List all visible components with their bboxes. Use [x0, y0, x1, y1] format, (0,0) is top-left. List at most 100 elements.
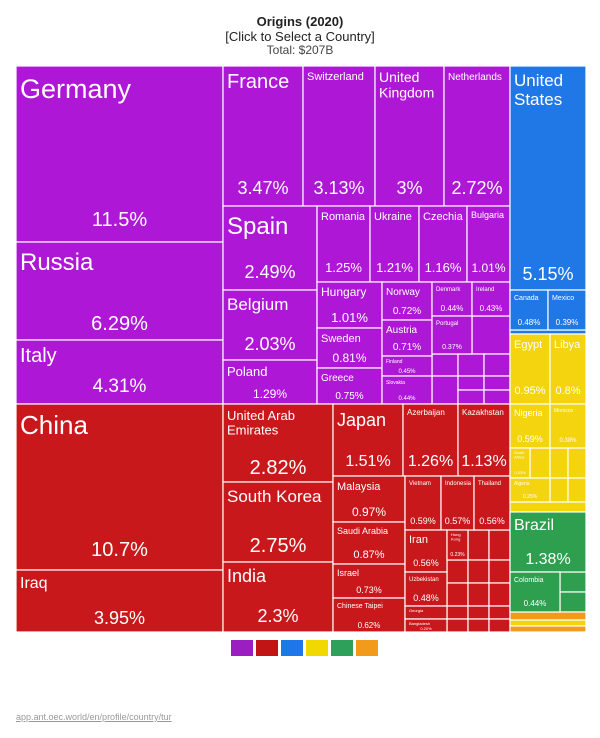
treemap-cell-hong-kong[interactable]: Hong Kong 0.23%	[446, 529, 469, 561]
treemap-rect-israel[interactable]	[332, 563, 406, 599]
treemap-chart[interactable]: Germany 11.5% Russia 6.29% Italy 4.31% France 3…	[16, 66, 586, 632]
treemap-cell-minor-0[interactable]	[467, 529, 490, 561]
treemap-rect-india[interactable]	[222, 561, 334, 632]
treemap-rect-bulgaria[interactable]	[466, 205, 511, 283]
treemap-cell-germany[interactable]: Germany 11.5%	[16, 66, 224, 243]
treemap-cell-morocco[interactable]: Morocco 0.38%	[549, 403, 586, 449]
treemap-rect-denmark[interactable]	[431, 281, 473, 317]
treemap-cell-india[interactable]: India 2.3%	[222, 561, 334, 632]
treemap-cell-minor-11[interactable]	[446, 618, 469, 632]
treemap-cell-netherlands[interactable]: Netherlands 2.72%	[443, 66, 511, 207]
treemap-rect-ireland[interactable]	[471, 281, 511, 317]
treemap-rect-russia[interactable]	[16, 241, 224, 341]
treemap-cell-ireland[interactable]: Ireland 0.43%	[471, 281, 511, 317]
treemap-cell-egypt[interactable]: Egypt 0.95%	[509, 333, 551, 405]
treemap-cell-minor-1[interactable]	[488, 529, 511, 561]
treemap-cell-hungary[interactable]: Hungary 1.01%	[316, 281, 383, 329]
treemap-cell-algeria[interactable]: Algeria 0.25%	[509, 477, 551, 503]
treemap-cell-minor-33[interactable]	[509, 619, 586, 627]
treemap-cell-kazakhstan[interactable]: Kazakhstan 1.13%	[457, 403, 511, 477]
treemap-rect-indonesia[interactable]	[440, 475, 475, 531]
treemap-rect-uzbekistan[interactable]	[404, 571, 448, 607]
treemap-cell-minor-30[interactable]	[559, 571, 586, 593]
treemap-rect-azerbaijan[interactable]	[402, 403, 459, 477]
treemap-cell-minor-14[interactable]	[471, 315, 511, 355]
treemap-cell-malaysia[interactable]: Malaysia 0.97%	[332, 475, 406, 523]
treemap-rect-greece[interactable]	[316, 367, 383, 405]
treemap-cell-minor-31[interactable]	[559, 591, 586, 613]
treemap-cell-minor-25[interactable]	[549, 447, 569, 479]
treemap-cell-azerbaijan[interactable]: Azerbaijan 1.26%	[402, 403, 459, 477]
treemap-cell-poland[interactable]: Poland 1.29%	[222, 359, 318, 405]
treemap-rect-hong-kong[interactable]	[446, 529, 469, 561]
treemap-cell-minor-34[interactable]	[509, 625, 586, 632]
treemap-cell-russia[interactable]: Russia 6.29%	[16, 241, 224, 341]
treemap-cell-minor-22[interactable]	[483, 389, 511, 405]
treemap-cell-minor-3[interactable]	[467, 559, 490, 584]
treemap-cell-mexico[interactable]: Mexico 0.39%	[547, 289, 586, 331]
legend-swatch-oceania[interactable]	[356, 640, 378, 656]
treemap-rect-algeria[interactable]	[509, 477, 551, 503]
treemap-cell-indonesia[interactable]: Indonesia 0.57%	[440, 475, 475, 531]
treemap-cell-united-kingdom[interactable]: United Kingdom 3%	[374, 66, 445, 207]
treemap-cell-minor-12[interactable]	[467, 618, 490, 632]
source-link[interactable]: app.ant.oec.world/en/profile/country/tur	[16, 712, 172, 722]
treemap-cell-colombia[interactable]: Colombia 0.44%	[509, 571, 561, 613]
treemap-rect-china[interactable]	[16, 403, 224, 571]
treemap-cell-uzbekistan[interactable]: Uzbekistan 0.48%	[404, 571, 448, 607]
treemap-rect-canada[interactable]	[509, 289, 549, 331]
treemap-cell-switzerland[interactable]: Switzerland 3.13%	[302, 66, 376, 207]
treemap-cell-minor-23[interactable]	[509, 329, 586, 335]
treemap-cell-sweden[interactable]: Sweden 0.81%	[316, 327, 383, 369]
treemap-rect-united-states[interactable]	[509, 66, 586, 291]
treemap-cell-south-africa[interactable]: South Africa 0.33%	[509, 447, 531, 479]
treemap-rect-sweden[interactable]	[316, 327, 383, 369]
treemap-cell-spain[interactable]: Spain 2.49%	[222, 205, 318, 291]
treemap-rect-colombia[interactable]	[509, 571, 561, 613]
treemap-cell-minor-19[interactable]	[457, 375, 485, 391]
treemap-rect-portugal[interactable]	[431, 315, 473, 355]
treemap-cell-japan[interactable]: Japan 1.51%	[332, 403, 404, 477]
treemap-cell-iran[interactable]: Iran 0.56%	[404, 529, 448, 573]
treemap-cell-minor-6[interactable]	[467, 582, 490, 607]
treemap-cell-minor-13[interactable]	[488, 618, 511, 632]
treemap-cell-saudi-arabia[interactable]: Saudi Arabia 0.87%	[332, 521, 406, 565]
treemap-cell-iraq[interactable]: Iraq 3.95%	[16, 569, 224, 632]
treemap-cell-brazil[interactable]: Brazil 1.38%	[509, 511, 586, 573]
treemap-cell-romania[interactable]: Romania 1.25%	[316, 205, 371, 283]
treemap-cell-minor-29[interactable]	[509, 501, 586, 513]
treemap-cell-france[interactable]: France 3.47%	[222, 66, 304, 207]
treemap-rect-spain[interactable]	[222, 205, 318, 291]
treemap-cell-china[interactable]: China 10.7%	[16, 403, 224, 571]
treemap-rect-ukraine[interactable]	[369, 205, 420, 283]
treemap-rect-nigeria[interactable]	[509, 403, 551, 449]
treemap-rect-south-korea[interactable]	[222, 481, 334, 563]
treemap-cell-slovakia[interactable]: Slovakia 0.44%	[381, 375, 433, 405]
treemap-cell-minor-18[interactable]	[431, 375, 459, 405]
treemap-rect-brazil[interactable]	[509, 511, 586, 573]
treemap-cell-minor-32[interactable]	[509, 611, 586, 621]
legend-swatch-north-america[interactable]	[281, 640, 303, 656]
legend-swatch-asia[interactable]	[256, 640, 278, 656]
treemap-cell-israel[interactable]: Israel 0.73%	[332, 563, 406, 599]
treemap-cell-thailand[interactable]: Thailand 0.56%	[473, 475, 511, 531]
treemap-cell-minor-28[interactable]	[567, 477, 586, 503]
treemap-rect-mexico[interactable]	[547, 289, 586, 331]
treemap-cell-ukraine[interactable]: Ukraine 1.21%	[369, 205, 420, 283]
treemap-cell-south-korea[interactable]: South Korea 2.75%	[222, 481, 334, 563]
treemap-cell-denmark[interactable]: Denmark 0.44%	[431, 281, 473, 317]
treemap-rect-morocco[interactable]	[549, 403, 586, 449]
treemap-cell-austria[interactable]: Austria 0.71%	[381, 319, 433, 357]
treemap-rect-switzerland[interactable]	[302, 66, 376, 207]
treemap-rect-vietnam[interactable]	[404, 475, 442, 531]
treemap-cell-united-arab-emirates[interactable]: United Arab Emirates 2.82%	[222, 403, 334, 483]
treemap-cell-minor-15[interactable]	[431, 353, 459, 377]
treemap-cell-minor-21[interactable]	[457, 389, 485, 405]
treemap-cell-minor-26[interactable]	[567, 447, 586, 479]
treemap-rect-italy[interactable]	[16, 339, 224, 405]
treemap-cell-minor-24[interactable]	[529, 447, 551, 479]
treemap-cell-nigeria[interactable]: Nigeria 0.59%	[509, 403, 551, 449]
treemap-rect-france[interactable]	[222, 66, 304, 207]
treemap-rect-bangladesh[interactable]	[404, 618, 448, 632]
